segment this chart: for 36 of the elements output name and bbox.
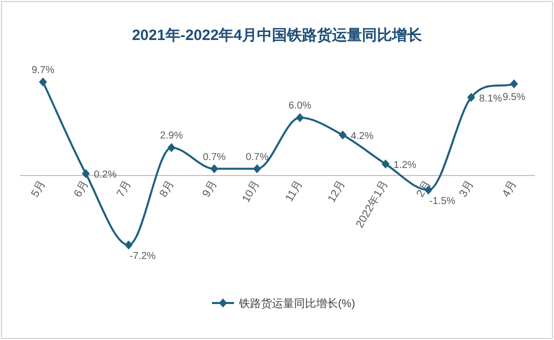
- point: [167, 143, 176, 152]
- point: [210, 164, 218, 174]
- data-label: 0.7%: [246, 152, 269, 163]
- data-label: 2.9%: [160, 130, 183, 142]
- x-tick-label: 12月: [326, 178, 348, 205]
- x-tick-label: 3月: [457, 178, 476, 200]
- data-label: -7.2%: [130, 251, 156, 262]
- x-tick-label: 10月: [240, 178, 262, 205]
- x-tick-label: 7月: [114, 178, 134, 200]
- data-label: 6.0%: [288, 100, 312, 112]
- legend-label: 铁路货运量同比增长(%): [238, 297, 356, 310]
- point: [467, 92, 476, 102]
- chart-title: 2021年-2022年4月中国铁路货运量同比增长: [132, 27, 424, 44]
- point: [124, 240, 133, 250]
- data-label: 4.2%: [350, 131, 374, 142]
- point: [382, 159, 390, 168]
- x-tick-label: 4月: [500, 178, 520, 200]
- point: [39, 78, 47, 86]
- data-label: 0.2%: [94, 170, 117, 181]
- point: [510, 79, 518, 88]
- point: [253, 164, 262, 174]
- x-tick-label: 6月: [72, 178, 91, 200]
- data-label: -1.5%: [429, 196, 456, 208]
- data-label: 8.1%: [479, 93, 502, 104]
- x-tick-label: 5月: [29, 178, 48, 200]
- x-tick-label: 9月: [200, 178, 220, 200]
- x-tick-label: 8月: [158, 178, 177, 200]
- point: [338, 130, 347, 140]
- point: [296, 113, 304, 122]
- x-tick-label: 11月: [283, 178, 306, 204]
- data-label: 1.2%: [394, 160, 416, 171]
- point: [82, 169, 90, 178]
- data-label: 0.7%: [202, 152, 226, 163]
- legend: 铁路货运量同比增长(%): [212, 298, 356, 310]
- data-label: 9.5%: [502, 92, 526, 103]
- data-label: 9.7%: [32, 65, 55, 76]
